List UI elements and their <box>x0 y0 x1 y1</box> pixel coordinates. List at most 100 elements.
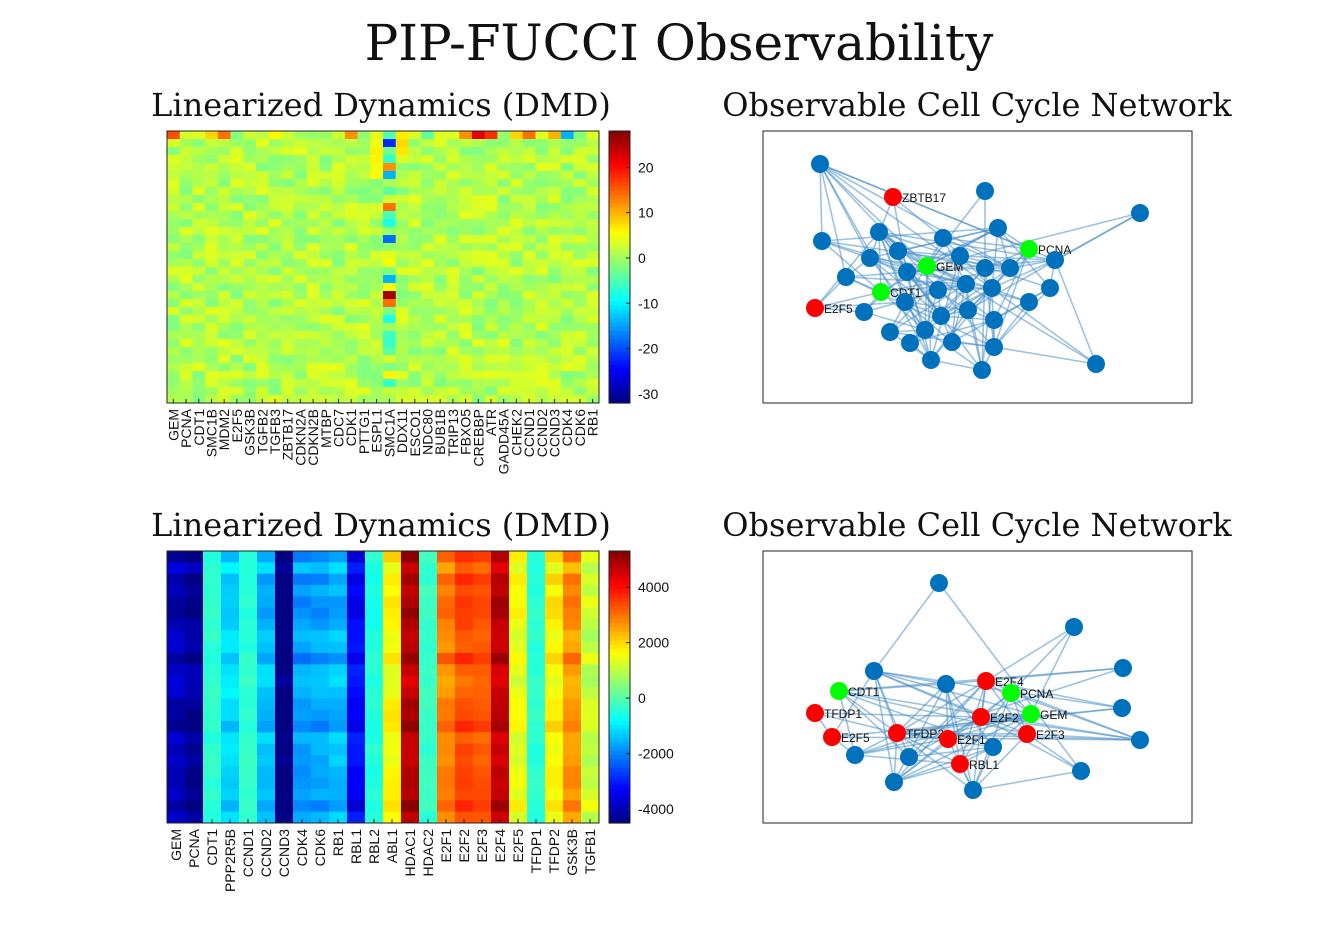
heatmap-top-cell <box>268 187 282 196</box>
heatmap-top-cell <box>586 147 600 156</box>
heatmap-top-cell <box>319 291 333 300</box>
heatmap-bottom-x-label: E2F5 <box>510 829 526 863</box>
heatmap-top-cell <box>535 219 549 228</box>
heatmap-top-cell <box>573 139 587 148</box>
heatmap-top-cell <box>497 211 511 220</box>
heatmap-top-cell <box>408 131 422 140</box>
heatmap-top-cell <box>408 195 422 204</box>
heatmap-top-cell <box>433 219 447 228</box>
heatmap-top-cell <box>497 187 511 196</box>
heatmap-top-cell <box>294 339 308 348</box>
heatmap-top-colorbar-frame <box>608 130 631 404</box>
heatmap-bottom-cell <box>347 743 366 756</box>
heatmap-bottom-cell <box>329 573 348 586</box>
heatmap-top-cell <box>395 171 409 180</box>
heatmap-top-cell <box>548 171 562 180</box>
heatmap-top-cell <box>421 363 435 372</box>
heatmap-top-cell <box>433 211 447 220</box>
heatmap-top-x-label: CDKN2B <box>305 409 321 466</box>
heatmap-top-cell <box>548 211 562 220</box>
heatmap-top-cell <box>548 219 562 228</box>
heatmap-bottom-cell <box>293 607 312 620</box>
heatmap-bottom-cell <box>329 811 348 824</box>
heatmap-top-cell <box>319 227 333 236</box>
heatmap-top-x-label: SMC1A <box>381 408 397 457</box>
heatmap-top-cell <box>395 363 409 372</box>
heatmap-bottom-cell <box>167 721 186 733</box>
heatmap-top-cell <box>497 387 511 396</box>
heatmap-top-cell <box>548 139 562 148</box>
heatmap-top-cell <box>167 315 181 324</box>
heatmap-bottom-cell <box>311 777 330 790</box>
heatmap-top-cell <box>497 131 511 140</box>
heatmap-top-cell <box>192 131 206 140</box>
network-top-node-label: PCNA <box>1038 243 1071 257</box>
heatmap-bottom-cell <box>347 551 366 563</box>
heatmap-top-cell <box>217 331 231 340</box>
heatmap-top-cell <box>522 227 536 236</box>
heatmap-bottom-x-label: CDK6 <box>312 829 328 867</box>
heatmap-top-cell <box>306 227 320 236</box>
heatmap-top-cell <box>484 275 498 284</box>
network-top-edge <box>821 240 882 293</box>
heatmap-top-cell <box>344 299 358 308</box>
heatmap-top-cell <box>167 339 181 348</box>
network-top-edge <box>869 257 1030 303</box>
heatmap-top-cell <box>522 283 536 292</box>
heatmap-top-cell <box>281 331 295 340</box>
heatmap-top-cell <box>383 235 397 244</box>
network-top-node <box>1131 204 1149 222</box>
heatmap-bottom-cell <box>563 789 582 801</box>
heatmap-top-cell <box>497 323 511 332</box>
network-bottom-node-tfdp1 <box>806 704 824 722</box>
heatmap-top-cell <box>408 179 422 188</box>
heatmap-top-cell <box>370 259 384 268</box>
heatmap-bottom-cell <box>419 800 438 813</box>
heatmap-bottom-cell <box>257 811 276 824</box>
heatmap-bottom-cell <box>329 630 348 643</box>
heatmap-top-cell <box>497 307 511 316</box>
heatmap-top-cell <box>573 307 587 316</box>
heatmap-top-cell <box>357 187 371 196</box>
heatmap-bottom-cell <box>581 743 600 756</box>
heatmap-top-cell <box>332 371 346 380</box>
heatmap-bottom-cell <box>365 664 384 677</box>
network-bottom-node-label: E2F1 <box>957 733 986 747</box>
heatmap-bottom-cell <box>509 732 528 745</box>
heatmap-top-cell <box>255 155 270 164</box>
heatmap-top-cell <box>459 291 473 300</box>
heatmap-top-frame <box>166 130 600 404</box>
heatmap-bottom-cell <box>383 664 402 677</box>
heatmap-top-cell <box>484 155 498 164</box>
heatmap-bottom-cell <box>491 675 510 688</box>
heatmap-top-cell <box>205 219 219 228</box>
heatmap-top-colorbar-swatch <box>609 258 630 264</box>
heatmap-bottom-cell <box>257 766 276 779</box>
network-top-node-cdt1 <box>872 283 890 301</box>
heatmap-top-cell <box>192 371 206 380</box>
heatmap-top-cell <box>167 259 181 268</box>
heatmap-top-cell <box>319 371 333 380</box>
heatmap-top-cell <box>357 331 371 340</box>
heatmap-top-cell <box>268 251 282 260</box>
heatmap-top-cell <box>306 163 320 172</box>
heatmap-top-cell <box>370 283 384 292</box>
heatmap-top-cell <box>560 139 574 148</box>
heatmap-top-cell <box>332 379 346 388</box>
heatmap-top-cell <box>255 195 270 204</box>
heatmap-top-cell <box>217 179 231 188</box>
heatmap-bottom-cell <box>401 596 420 609</box>
heatmap-top-cell <box>484 251 498 260</box>
heatmap-top-cell <box>459 131 473 140</box>
heatmap-top-cell <box>319 355 333 364</box>
heatmap-bottom-cell <box>203 732 222 745</box>
heatmap-top-cell <box>484 203 498 212</box>
heatmap-bottom-cell <box>419 630 438 643</box>
heatmap-top-cell <box>192 243 206 252</box>
heatmap-bottom-colorbar-swatch <box>609 580 630 586</box>
heatmap-top-cell <box>548 283 562 292</box>
heatmap-top-cell <box>179 243 193 252</box>
heatmap-top-cell <box>167 307 181 316</box>
heatmap-top-colorbar-tick-label: -20 <box>638 341 658 357</box>
